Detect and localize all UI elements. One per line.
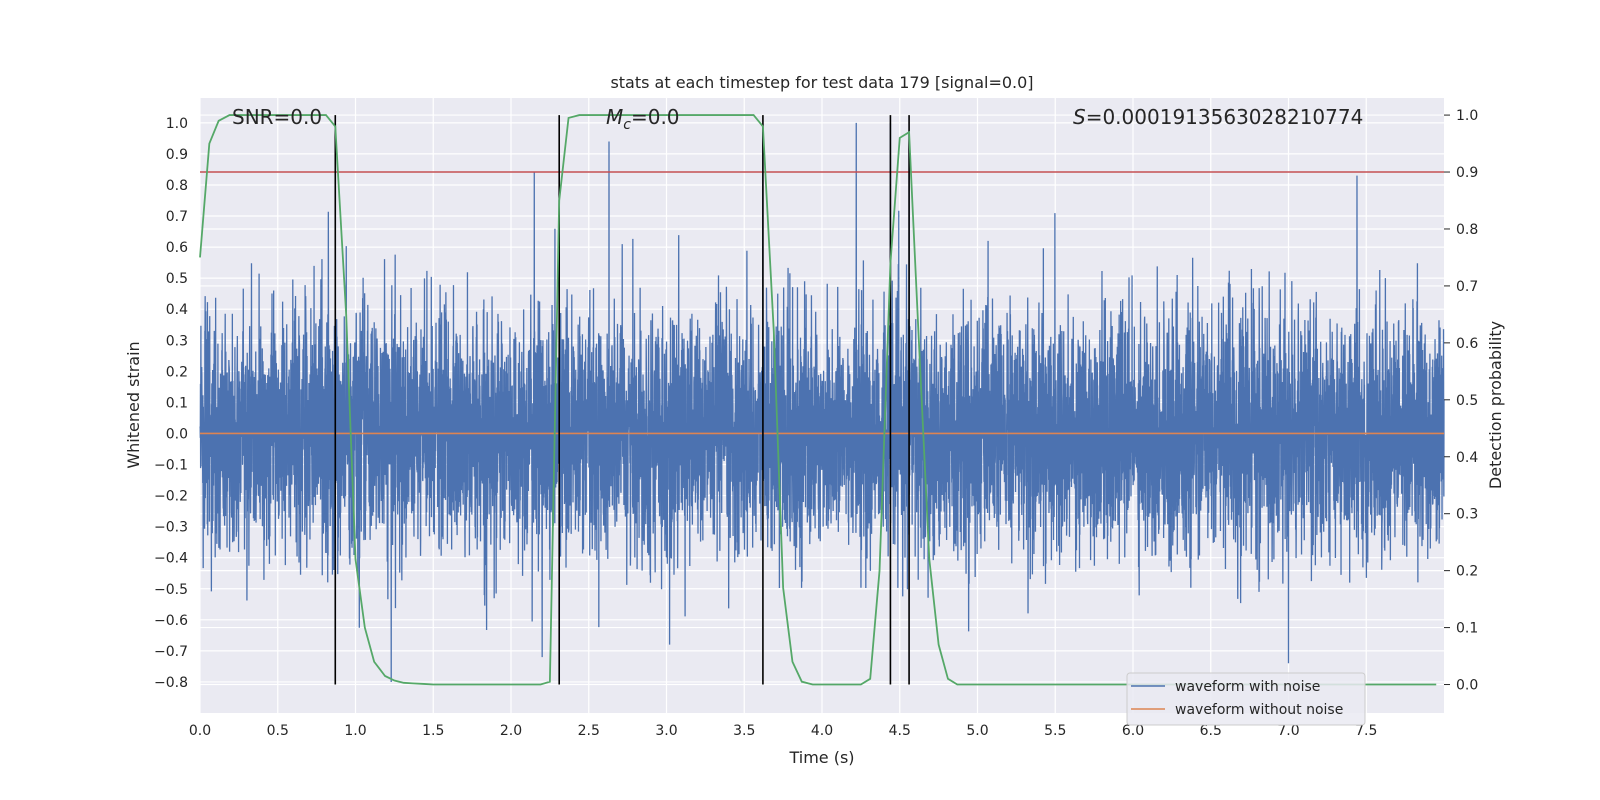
chirp-mass-annotation: Mc=0.0 xyxy=(606,105,680,133)
y-left-tick-label: −0.6 xyxy=(154,613,188,629)
x-tick-label: 3.0 xyxy=(655,723,677,739)
y-left-tick-label: −0.4 xyxy=(154,551,188,567)
x-tick-label: 4.5 xyxy=(889,723,911,739)
y-right-tick-label: 0.8 xyxy=(1456,222,1478,238)
x-tick-label: 1.0 xyxy=(344,723,366,739)
y-left-axis-label: Whitened strain xyxy=(124,341,143,468)
x-tick-label: 4.0 xyxy=(811,723,833,739)
y-left-tick-label: −0.2 xyxy=(154,489,188,505)
y-left-tick-label: −0.5 xyxy=(154,582,188,598)
series-waveform-with-noise xyxy=(199,122,1445,682)
x-tick-label: 3.5 xyxy=(733,723,755,739)
x-tick-label: 5.5 xyxy=(1044,723,1066,739)
y-right-tick-label: 0.9 xyxy=(1456,165,1478,181)
y-left-tick-label: 0.1 xyxy=(166,395,188,411)
y-right-tick-label: 0.5 xyxy=(1456,393,1478,409)
y-right-tick-label: 1.0 xyxy=(1456,108,1478,124)
y-right-axis-ticks: 0.0 0.1 0.2 0.3 0.4 0.5 0.6 0.7 0.8 0.9 1.0 xyxy=(1444,108,1478,694)
chart-title: stats at each timestep for test data 179… xyxy=(610,73,1033,92)
probability-curve xyxy=(199,114,1437,686)
chirp-mass-value: =0.0 xyxy=(631,105,680,129)
x-tick-label: 7.0 xyxy=(1277,723,1299,739)
x-axis-ticks: 0.0 0.5 1.0 1.5 2.0 2.5 3.0 3.5 4.0 4.5 5.0 5.5 6.0 6… xyxy=(189,723,1378,739)
y-left-tick-label: 0.9 xyxy=(166,147,188,163)
x-tick-label: 2.0 xyxy=(500,723,522,739)
legend-box xyxy=(1126,672,1366,726)
x-axis-label: Time (s) xyxy=(788,748,854,767)
x-tick-label: 5.0 xyxy=(966,723,988,739)
y-right-tick-label: 0.3 xyxy=(1456,507,1478,523)
y-left-tick-label: 0.7 xyxy=(166,209,188,225)
boundary-lines xyxy=(334,115,910,685)
y-left-tick-label: −0.1 xyxy=(154,458,188,474)
y-right-tick-label: 0.0 xyxy=(1456,678,1478,694)
y-right-tick-label: 0.7 xyxy=(1456,279,1478,295)
x-tick-label: 1.5 xyxy=(422,723,444,739)
y-left-tick-label: 0.4 xyxy=(166,302,188,318)
x-tick-label: 2.5 xyxy=(578,723,600,739)
y-left-tick-label: 0.6 xyxy=(166,240,188,256)
y-left-tick-label: 0.8 xyxy=(166,178,188,194)
score-symbol: S xyxy=(1073,105,1086,129)
x-tick-label: 7.5 xyxy=(1355,723,1377,739)
score-value: =0.0001913563028210774 xyxy=(1086,105,1364,129)
x-tick-label: 0.0 xyxy=(189,723,211,739)
series-detection-probability xyxy=(199,114,1437,686)
x-tick-label: 6.5 xyxy=(1200,723,1222,739)
chirp-mass-symbol: M xyxy=(606,105,623,129)
legend-label-noise: waveform with noise xyxy=(1175,679,1320,695)
score-annotation: S=0.0001913563028210774 xyxy=(1073,105,1363,129)
legend: waveform with noise waveform without noi… xyxy=(1126,672,1366,726)
y-right-tick-label: 0.1 xyxy=(1456,621,1478,637)
x-tick-label: 6.0 xyxy=(1122,723,1144,739)
y-left-tick-label: 0.3 xyxy=(166,333,188,349)
y-left-tick-label: 0.5 xyxy=(166,271,188,287)
y-left-axis-ticks: −0.8 −0.7 −0.6 −0.5 −0.4 −0.3 −0.2 −0.1 0.0 0.1 0.… xyxy=(154,116,188,691)
y-right-tick-label: 0.6 xyxy=(1456,336,1478,352)
x-tick-label: 0.5 xyxy=(267,723,289,739)
noise-waveform-line xyxy=(199,122,1445,682)
y-left-tick-label: 1.0 xyxy=(166,116,188,132)
y-right-tick-label: 0.4 xyxy=(1456,450,1478,466)
y-left-tick-label: −0.7 xyxy=(154,644,188,660)
y-left-tick-label: 0.0 xyxy=(166,426,188,442)
legend-label-clean: waveform without noise xyxy=(1175,702,1343,718)
snr-annotation: SNR=0.0 xyxy=(232,105,322,129)
chirp-mass-subscript: c xyxy=(623,117,631,133)
y-left-tick-label: 0.2 xyxy=(166,364,188,380)
y-left-tick-label: −0.8 xyxy=(154,675,188,691)
y-right-axis-label: Detection probability xyxy=(1486,321,1505,489)
y-right-tick-label: 0.2 xyxy=(1456,564,1478,580)
y-left-tick-label: −0.3 xyxy=(154,520,188,536)
